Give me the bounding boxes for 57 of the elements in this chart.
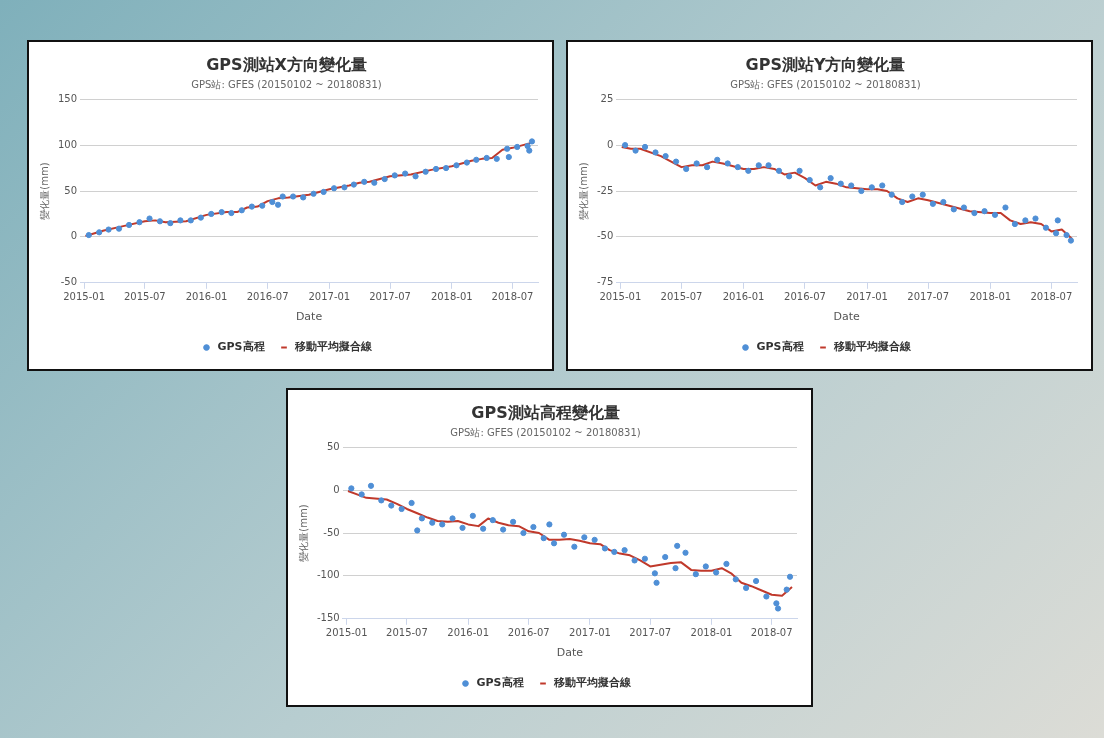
x-tick-label: 2016-01	[185, 291, 228, 303]
x-tick-label: 2015-07	[386, 627, 428, 639]
x-tick-label: 2016-07	[246, 291, 289, 303]
x-tick-label: 2018-07	[750, 627, 793, 639]
x-tick-label: 2017-01	[846, 291, 888, 303]
chart-subtitle: GPS站: GFES (20150102 ~ 20180831)	[191, 78, 382, 90]
x-axis-title: Date	[556, 646, 584, 660]
x-tick-label: 2016-07	[784, 291, 826, 303]
y-axis-title: 變化量(mm)	[38, 162, 50, 220]
y-tick-label: -75	[596, 276, 614, 288]
y-tick-label: 150	[57, 92, 78, 104]
x-tick-label: 2016-01	[722, 291, 765, 303]
chart-subtitle: GPS站: GFES (20150102 ~ 20180831)	[730, 78, 921, 90]
y-axis-title: 變化量(mm)	[297, 504, 309, 562]
y-tick-label: 25	[600, 92, 614, 104]
y-tick-label: -50	[596, 230, 614, 242]
x-tick-label: 2018-07	[491, 291, 534, 303]
x-tick-label: 2017-07	[629, 627, 672, 639]
x-axis-title: Date	[833, 310, 861, 324]
legend-label: GPS高程	[756, 340, 804, 354]
x-tick-label: 2018-01	[690, 627, 733, 639]
y-axis-title: 變化量(mm)	[577, 162, 589, 220]
x-tick-label: 2015-07	[660, 291, 703, 303]
x-tick-label: 2016-07	[507, 627, 550, 639]
x-tick-label: 2017-01	[308, 291, 351, 303]
y-tick-label: 0	[70, 230, 78, 242]
chart-title: GPS測站高程變化量	[471, 402, 620, 422]
legend-label: 移動平均擬合線	[833, 340, 913, 354]
chart-title: GPS測站Y方向變化量	[745, 54, 906, 74]
chart-subtitle: GPS站: GFES (20150102 ~ 20180831)	[450, 426, 641, 438]
y-tick-label: 0	[333, 483, 340, 495]
x-tick-label: 2016-01	[447, 627, 490, 639]
legend-label: 移動平均擬合線	[294, 340, 374, 354]
y-tick-label: -100	[316, 569, 340, 581]
x-axis-title: Date	[295, 310, 323, 324]
x-tick-label: 2018-01	[430, 291, 473, 303]
x-tick-label: 2015-01	[63, 291, 106, 303]
y-tick-label: 50	[64, 184, 78, 196]
x-tick-label: 2018-01	[969, 291, 1012, 303]
chart-title: GPS測站X方向變化量	[206, 54, 367, 74]
legend-label: GPS高程	[476, 676, 524, 690]
y-tick-label: 50	[326, 440, 340, 452]
y-tick-label: -50	[60, 276, 78, 288]
y-tick-label: 100	[57, 138, 78, 150]
y-tick-label: -50	[323, 526, 340, 538]
x-tick-label: 2015-01	[325, 627, 368, 639]
y-tick-label: -25	[596, 184, 614, 196]
y-tick-label: 0	[606, 138, 614, 150]
x-tick-label: 2018-07	[1030, 291, 1073, 303]
y-tick-label: -150	[316, 612, 340, 624]
x-tick-label: 2017-01	[569, 627, 611, 639]
x-tick-label: 2017-07	[369, 291, 411, 303]
legend-label: 移動平均擬合線	[553, 676, 633, 690]
x-tick-label: 2015-07	[123, 291, 166, 303]
legend-label: GPS高程	[217, 340, 265, 354]
x-tick-label: 2017-07	[907, 291, 950, 303]
x-tick-label: 2015-01	[599, 291, 642, 303]
